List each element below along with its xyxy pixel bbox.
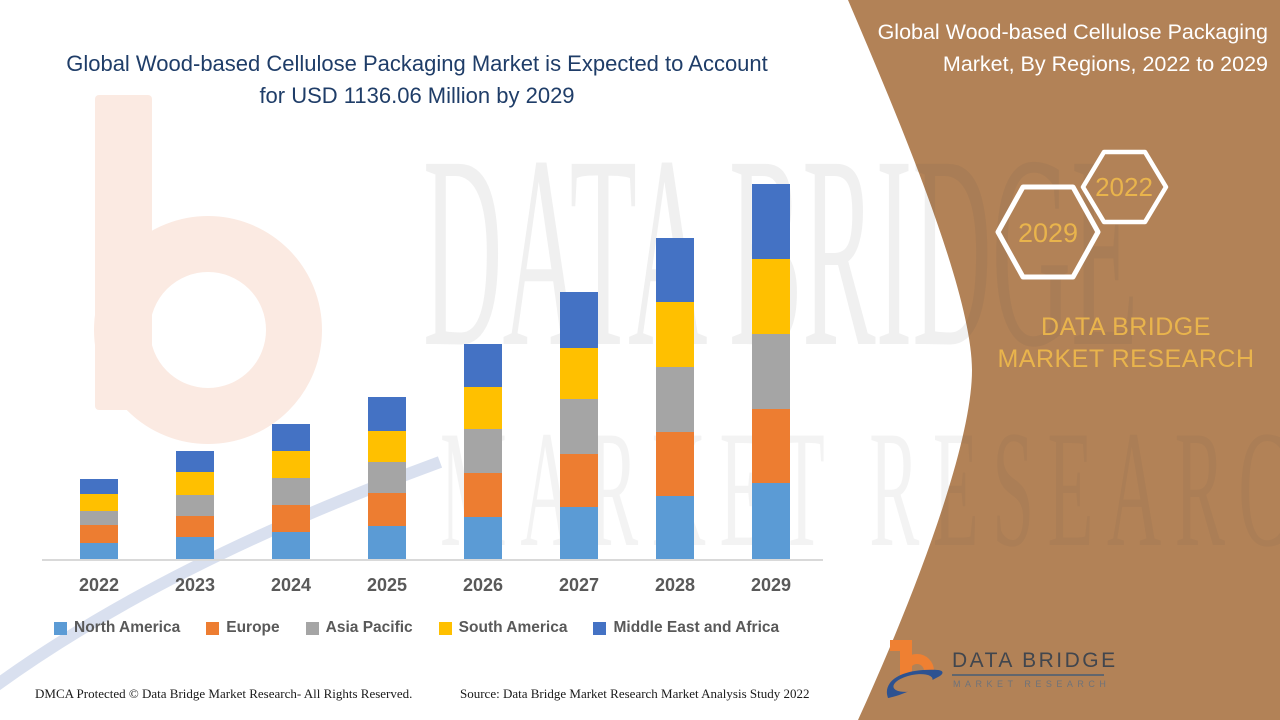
bar-segment-middle-east-and-africa-2022 [80, 479, 118, 494]
dbmr-logo-mark [886, 640, 943, 698]
bar-segment-asia-pacific-2023 [176, 495, 214, 516]
bar-2022 [80, 479, 118, 559]
legend-swatch-icon-europe [206, 621, 220, 635]
bar-segment-europe-2023 [176, 516, 214, 537]
x-tick-label-2026: 2026 [462, 575, 504, 595]
x-tick-label-2029: 2029 [750, 575, 792, 595]
bar-segment-asia-pacific-2025 [368, 462, 406, 493]
legend-item-south-america: South America [438, 619, 568, 637]
bar-segment-middle-east-and-africa-2026 [464, 344, 502, 387]
bar-segment-south-america-2026 [464, 387, 502, 429]
legend-item-europe: Europe [206, 619, 280, 637]
bar-segment-europe-2024 [272, 505, 310, 532]
bar-2027 [560, 292, 598, 559]
hexagon-2022-label: 2022 [1095, 172, 1153, 202]
bar-segment-north-america-2023 [176, 537, 214, 559]
bar-2029 [752, 184, 790, 559]
logo-subtitle: MARKET RESEARCH [953, 679, 1111, 689]
bar-segment-north-america-2022 [80, 543, 118, 559]
bar-segment-middle-east-and-africa-2028 [656, 238, 694, 302]
bar-segment-north-america-2026 [464, 517, 502, 559]
bar-segment-middle-east-and-africa-2024 [272, 424, 310, 451]
bar-segment-middle-east-and-africa-2027 [560, 292, 598, 348]
bar-segment-middle-east-and-africa-2023 [176, 451, 214, 472]
hexagon-2029: 2029 [995, 184, 1101, 280]
hexagon-2022: 2022 [1080, 149, 1169, 225]
bar-segment-europe-2029 [752, 409, 790, 483]
blue-swoosh-watermark [0, 456, 443, 691]
bar-segment-europe-2025 [368, 493, 406, 526]
bar-2023 [176, 451, 214, 559]
brand-text: DATA BRIDGE MARKET RESEARCH [997, 313, 1255, 373]
legend-label-south-america: South America [458, 619, 568, 636]
bar-2024 [272, 424, 310, 559]
bar-segment-north-america-2027 [560, 507, 598, 559]
bar-segment-south-america-2023 [176, 472, 214, 495]
bar-segment-south-america-2028 [656, 302, 694, 367]
bar-segment-asia-pacific-2024 [272, 478, 310, 505]
bar-segment-asia-pacific-2027 [560, 399, 598, 454]
bar-segment-north-america-2024 [272, 532, 310, 559]
chart-title: Global Wood-based Cellulose Packaging Ma… [66, 51, 768, 108]
chart-area: North America Europe Asia Pacific South Ame… [42, 184, 823, 637]
bar-segment-south-america-2025 [368, 431, 406, 462]
legend-label-europe: Europe [226, 619, 280, 636]
bar-segment-europe-2026 [464, 473, 502, 517]
bar-segment-asia-pacific-2028 [656, 367, 694, 432]
legend-swatch-icon-middle-east-and-africa [593, 621, 607, 635]
hexagon-badges: 2029 2022 [995, 149, 1169, 280]
legend-item-asia-pacific: Asia Pacific [305, 619, 413, 637]
x-tick-label-2024: 2024 [270, 575, 312, 595]
bar-2028 [656, 238, 694, 559]
x-tick-label-2022: 2022 [78, 575, 120, 595]
bar-segment-north-america-2029 [752, 483, 790, 559]
legend-item-north-america: North America [54, 619, 180, 637]
bar-segment-europe-2027 [560, 454, 598, 507]
bar-segment-north-america-2028 [656, 496, 694, 559]
bar-segment-europe-2022 [80, 525, 118, 543]
x-tick-label-2025: 2025 [366, 575, 408, 595]
legend-item-middle-east-and-africa: Middle East and Africa [593, 619, 779, 637]
logo-underline [952, 674, 1104, 676]
bar-segment-south-america-2027 [560, 348, 598, 399]
x-axis-line [42, 559, 823, 561]
bar-segment-south-america-2024 [272, 451, 310, 478]
bar-segment-europe-2028 [656, 432, 694, 496]
bar-segment-south-america-2029 [752, 259, 790, 334]
bar-segment-asia-pacific-2026 [464, 429, 502, 473]
bar-segment-asia-pacific-2029 [752, 334, 790, 409]
x-tick-label-2028: 2028 [654, 575, 696, 595]
peach-logo-watermark [0, 95, 443, 691]
legend-swatch-icon-north-america [54, 621, 67, 635]
footer-source: Source: Data Bridge Market Research Mark… [460, 686, 810, 701]
right-panel-title: Global Wood-based Cellulose Packaging Ma… [877, 20, 1268, 76]
bar-segment-middle-east-and-africa-2025 [368, 397, 406, 431]
footer-dmca: DMCA Protected © Data Bridge Market Rese… [35, 686, 413, 701]
x-tick-label-2027: 2027 [558, 575, 600, 595]
bar-segment-asia-pacific-2022 [80, 511, 118, 525]
bar-2025 [368, 397, 406, 559]
legend-label-north-america: North America [74, 619, 181, 636]
legend-label-asia-pacific: Asia Pacific [325, 619, 413, 636]
legend-swatch-icon-south-america [438, 621, 452, 635]
legend: North America Europe Asia Pacific South Ame… [54, 619, 779, 637]
bar-segment-middle-east-and-africa-2029 [752, 184, 790, 259]
legend-swatch-icon-asia-pacific [305, 621, 319, 635]
x-tick-label-2023: 2023 [174, 575, 216, 595]
logo-title: DATA BRIDGE [952, 649, 1118, 672]
hexagon-2029-label: 2029 [1018, 218, 1078, 248]
legend-label-middle-east-and-africa: Middle East and Africa [613, 619, 780, 636]
bar-segment-north-america-2025 [368, 526, 406, 559]
bar-2026 [464, 344, 502, 559]
bar-segment-south-america-2022 [80, 494, 118, 511]
